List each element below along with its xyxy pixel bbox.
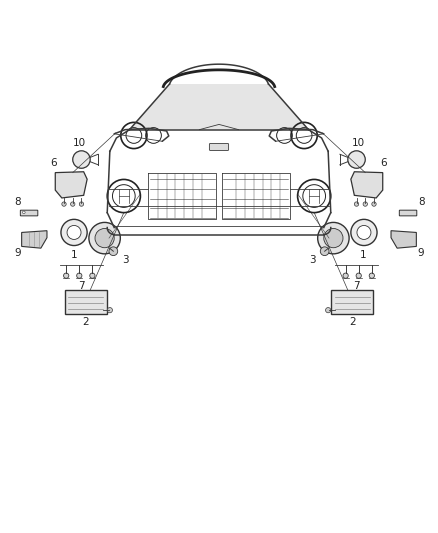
Circle shape [89,222,120,254]
Polygon shape [21,231,47,248]
Circle shape [22,211,25,214]
Circle shape [61,220,87,246]
Circle shape [369,273,374,278]
Circle shape [354,202,359,206]
Text: 7: 7 [78,281,85,290]
Text: 3: 3 [122,255,129,265]
Circle shape [95,229,114,248]
FancyBboxPatch shape [65,290,107,313]
Polygon shape [391,231,417,248]
Text: 6: 6 [381,158,387,167]
Circle shape [356,273,361,278]
Circle shape [363,202,367,206]
Text: 9: 9 [14,248,21,259]
Circle shape [64,273,69,278]
Circle shape [325,308,331,313]
Text: 1: 1 [71,250,78,260]
Text: 6: 6 [51,158,57,167]
Text: 2: 2 [82,317,89,327]
Polygon shape [351,172,383,198]
FancyBboxPatch shape [399,210,417,216]
Circle shape [351,220,377,246]
Circle shape [343,273,348,278]
FancyBboxPatch shape [331,290,373,313]
FancyBboxPatch shape [209,143,229,150]
Text: 8: 8 [418,197,425,207]
Circle shape [73,151,90,168]
Circle shape [79,202,84,206]
Circle shape [71,202,75,206]
Circle shape [372,202,376,206]
Text: 2: 2 [349,317,356,327]
Polygon shape [55,172,87,198]
Circle shape [357,225,371,239]
Circle shape [107,308,113,313]
Text: 10: 10 [73,138,86,148]
Text: 8: 8 [14,197,21,207]
Circle shape [109,247,118,256]
Circle shape [318,222,349,254]
Polygon shape [130,84,308,130]
Text: 9: 9 [417,248,424,259]
FancyBboxPatch shape [20,210,38,216]
Circle shape [77,273,82,278]
Text: 10: 10 [352,138,365,148]
Text: 7: 7 [353,281,360,290]
Circle shape [348,151,365,168]
Text: 3: 3 [309,255,316,265]
Circle shape [90,273,95,278]
Circle shape [67,225,81,239]
Circle shape [62,202,66,206]
Circle shape [324,229,343,248]
Circle shape [320,247,329,256]
Text: 1: 1 [360,250,367,260]
